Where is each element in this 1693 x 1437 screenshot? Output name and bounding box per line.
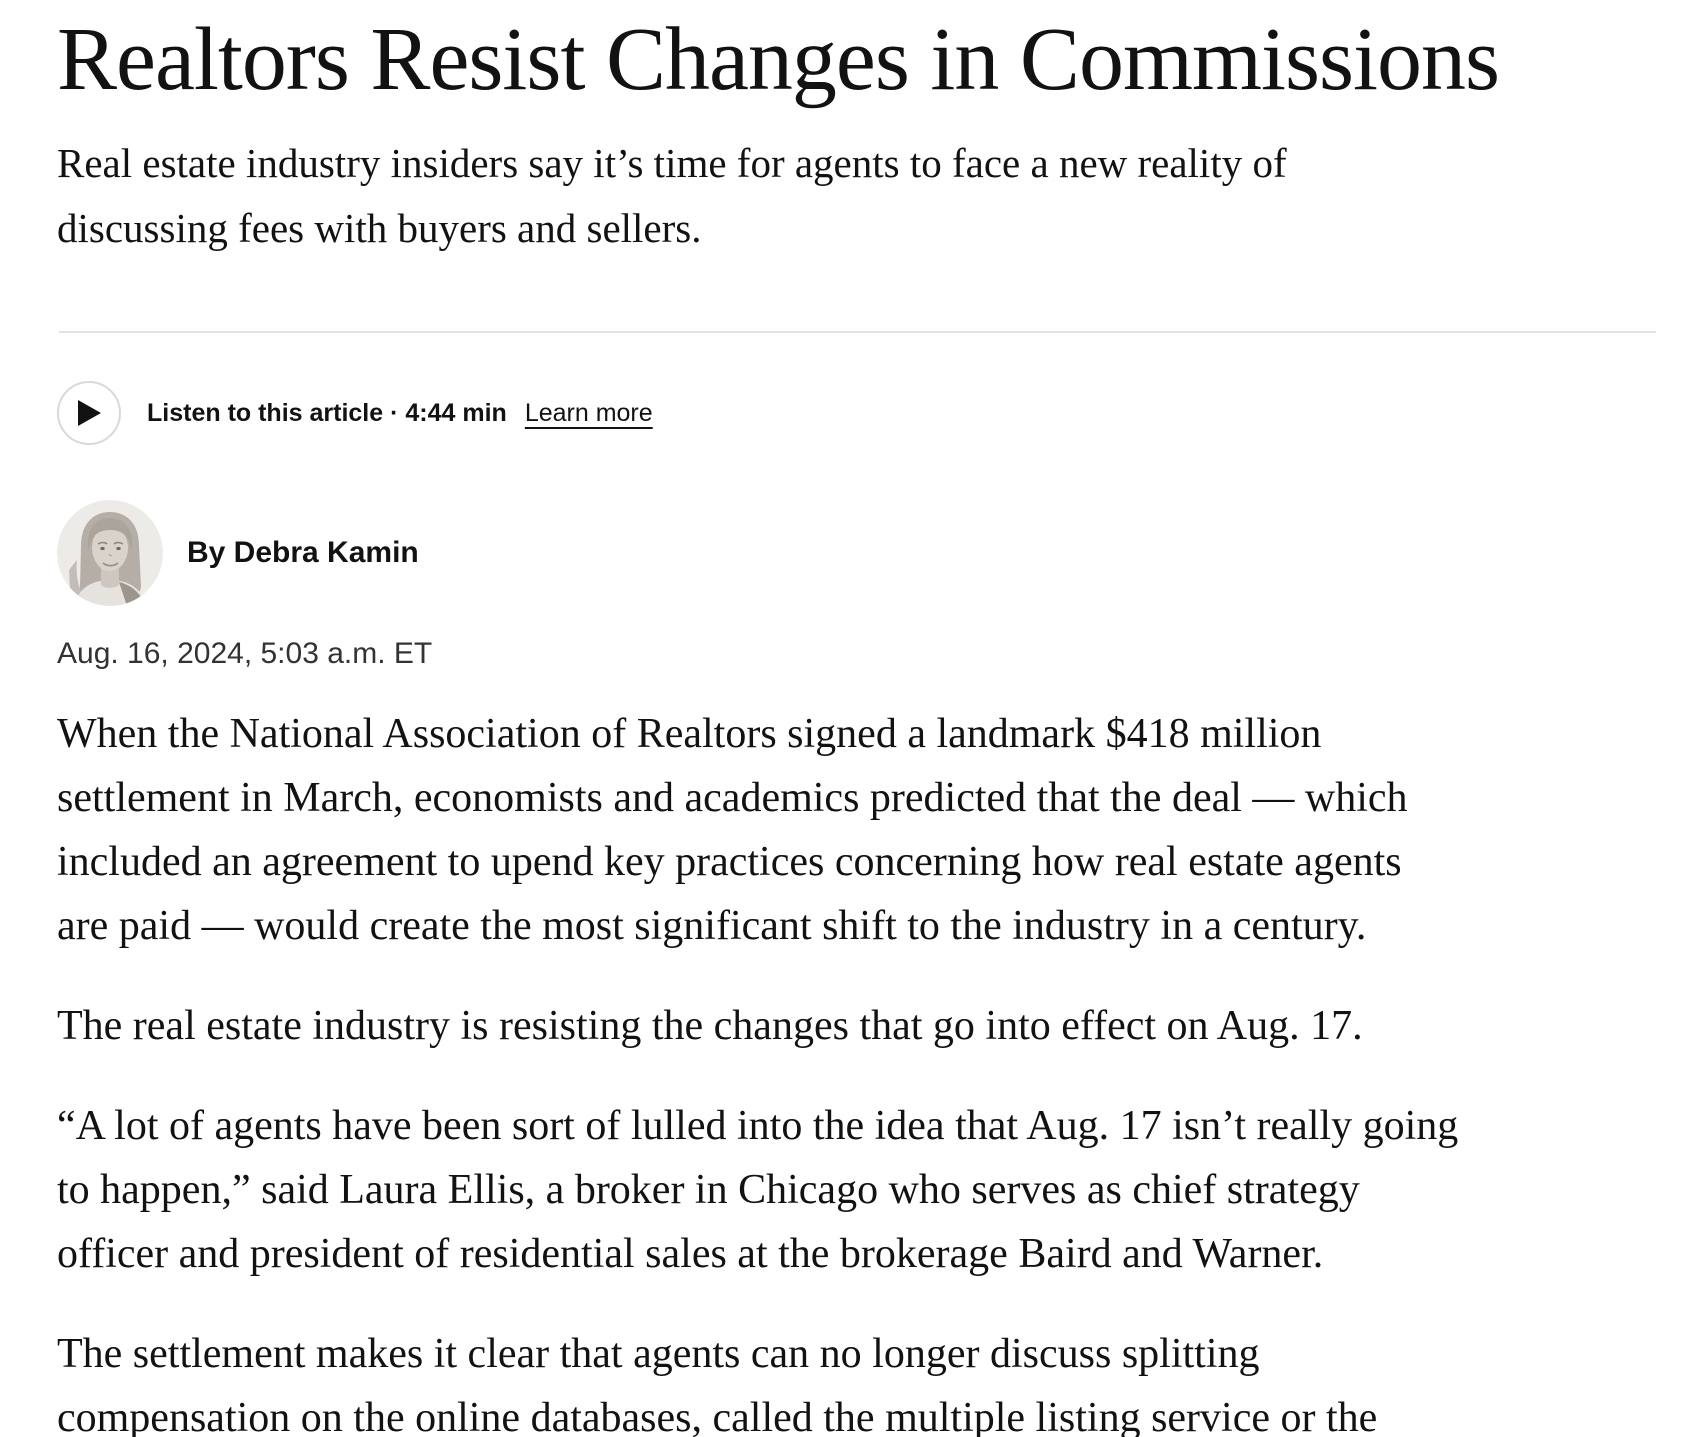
paragraph: “A lot of agents have been sort of lulle… xyxy=(57,1094,1458,1286)
article-headline: Realtors Resist Changes in Commissions xyxy=(57,10,1500,109)
text-line: The real estate industry is resisting th… xyxy=(57,1003,1363,1049)
text-line: to happen,” said Laura Ellis, a broker i… xyxy=(57,1167,1360,1213)
listen-label: Listen to this article · 4:44 min xyxy=(147,398,507,427)
article-summary: Real estate industry insiders say it’s t… xyxy=(57,131,1287,261)
section-divider xyxy=(59,331,1656,333)
paragraph: The real estate industry is resisting th… xyxy=(57,994,1458,1058)
summary-line: discussing fees with buyers and sellers. xyxy=(57,205,702,251)
article-body: When the National Association of Realtor… xyxy=(57,702,1458,1437)
play-icon xyxy=(78,400,101,426)
text-line: The settlement makes it clear that agent… xyxy=(57,1331,1260,1377)
play-button[interactable] xyxy=(57,381,121,445)
text-line: included an agreement to upend key pract… xyxy=(57,839,1402,885)
audio-player: Listen to this article · 4:44 min Learn … xyxy=(57,381,653,445)
paragraph: The settlement makes it clear that agent… xyxy=(57,1322,1458,1437)
text-line: settlement in March, economists and acad… xyxy=(57,775,1408,821)
text-line: When the National Association of Realtor… xyxy=(57,711,1322,757)
text-line: “A lot of agents have been sort of lulle… xyxy=(57,1103,1459,1149)
author-avatar[interactable] xyxy=(57,500,163,606)
author-photo xyxy=(57,500,163,606)
byline: By Debra Kamin xyxy=(57,500,419,606)
learn-more-link[interactable]: Learn more xyxy=(524,398,653,427)
summary-line: Real estate industry insiders say it’s t… xyxy=(57,140,1287,186)
text-line: compensation on the online databases, ca… xyxy=(57,1395,1378,1437)
paragraph: When the National Association of Realtor… xyxy=(57,702,1458,958)
author-name[interactable]: By Debra Kamin xyxy=(187,536,419,569)
text-line: are paid — would create the most signifi… xyxy=(57,903,1367,949)
text-line: officer and president of residential sal… xyxy=(57,1231,1324,1277)
publish-date: Aug. 16, 2024, 5:03 a.m. ET xyxy=(57,637,433,670)
